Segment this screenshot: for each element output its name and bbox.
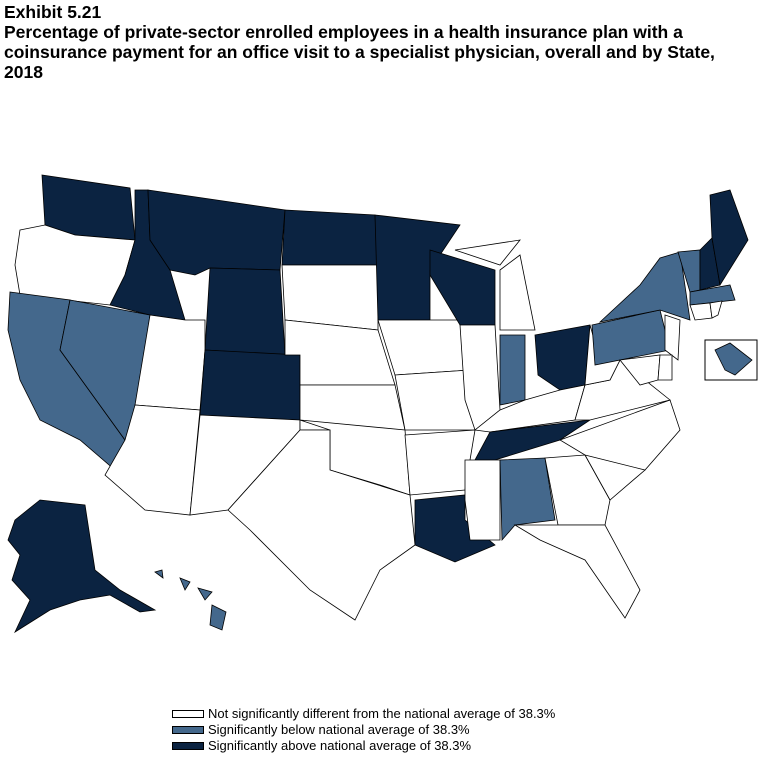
state-hi — [209, 604, 227, 631]
state-ia — [377, 319, 471, 376]
state-nc — [559, 399, 681, 471]
state-wi — [429, 249, 496, 326]
state-ak — [7, 499, 157, 634]
state-ar — [404, 429, 476, 496]
state-nj — [664, 314, 681, 361]
legend-item-above: Significantly above national average of … — [172, 738, 555, 754]
state-ga — [544, 454, 611, 526]
legend-swatch — [172, 710, 204, 718]
state-dc — [714, 342, 753, 376]
state-az — [104, 404, 201, 516]
state-mi — [499, 254, 536, 331]
state-nd — [281, 209, 379, 266]
exhibit-label: Exhibit 5.21 — [4, 2, 102, 22]
title-block: Exhibit 5.21 Percentage of private-secto… — [4, 2, 724, 82]
state-me — [709, 189, 749, 287]
legend-label: Significantly above national average of … — [208, 738, 472, 753]
state-co — [199, 349, 301, 421]
state-mt — [147, 189, 286, 276]
state-al — [499, 457, 556, 542]
legend-swatch — [172, 742, 204, 750]
legend-swatch — [172, 726, 204, 734]
state-hi — [179, 577, 191, 591]
legend-item-below: Significantly below national average of … — [172, 722, 555, 738]
state-mi — [454, 239, 521, 266]
state-ma — [689, 284, 736, 306]
state-mo — [394, 369, 476, 431]
dc-inset-box — [704, 339, 758, 381]
state-hi — [197, 587, 213, 601]
legend: Not significantly different from the nat… — [172, 706, 555, 754]
state-wy — [204, 267, 286, 356]
state-hi — [154, 569, 164, 579]
state-in — [499, 334, 526, 406]
legend-label: Not significantly different from the nat… — [208, 706, 556, 721]
state-sd — [281, 264, 379, 331]
state-mn — [374, 214, 461, 321]
legend-label: Significantly below national average of … — [208, 722, 470, 737]
state-ct — [689, 302, 713, 321]
state-ny — [598, 251, 691, 323]
state-ne — [284, 319, 396, 386]
state-fl — [513, 524, 641, 619]
state-de — [657, 354, 673, 381]
state-oh — [534, 324, 591, 391]
legend-item-not-different: Not significantly different from the nat… — [172, 706, 555, 722]
state-ri — [709, 300, 723, 319]
map-title: Percentage of private-sector enrolled em… — [4, 22, 715, 82]
state-ms — [464, 459, 501, 541]
